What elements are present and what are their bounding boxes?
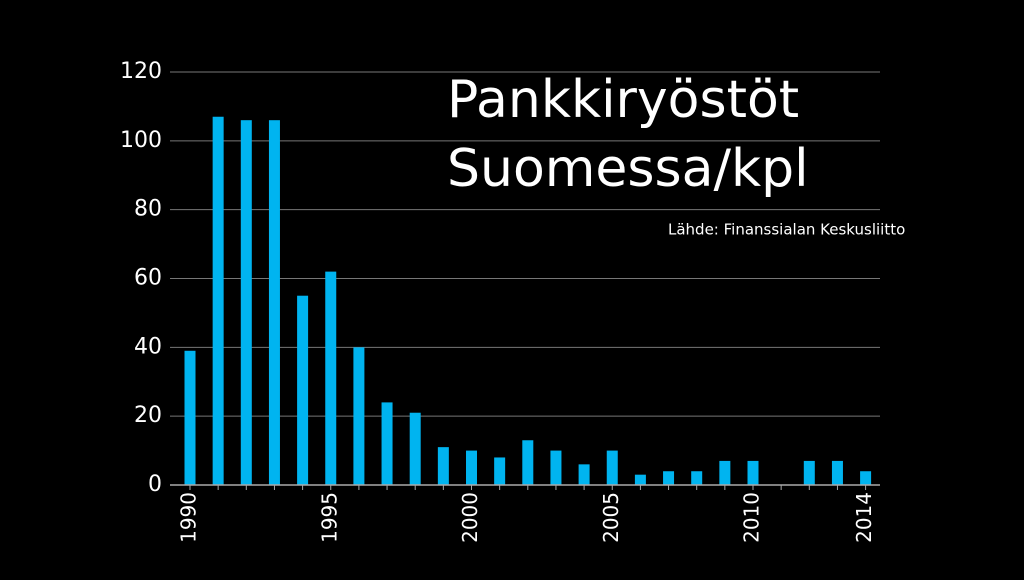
- bar: [325, 271, 337, 485]
- chart-title: Pankkiryöstöt: [447, 70, 799, 130]
- y-tick-label: 120: [120, 59, 162, 84]
- bars: 1990 1995 2000 2005 2010 2014: [177, 116, 876, 543]
- bar: [268, 120, 280, 485]
- bar: [297, 295, 309, 485]
- bar: [184, 350, 196, 485]
- bar: [494, 457, 506, 485]
- y-tick-label: 100: [120, 128, 162, 153]
- bar: [212, 116, 224, 485]
- bar: [381, 402, 393, 485]
- bar: [606, 450, 618, 485]
- y-tick-label: 20: [134, 403, 162, 428]
- x-tick-label: 2000: [458, 492, 482, 543]
- bar: [578, 464, 590, 485]
- bar: [663, 471, 675, 485]
- x-tick-label: 2014: [852, 492, 876, 543]
- bar: [353, 347, 365, 485]
- y-tick-label: 40: [134, 334, 162, 359]
- bar: [860, 471, 872, 485]
- y-tick-label: 80: [134, 197, 162, 222]
- bar: [831, 460, 843, 485]
- y-tick-label: 60: [134, 266, 162, 291]
- bar: [437, 447, 449, 485]
- bar: [240, 120, 252, 485]
- y-tick-label: 0: [148, 472, 162, 497]
- x-tick-label: 2005: [599, 492, 623, 543]
- bar: [634, 474, 646, 485]
- bar: [550, 450, 562, 485]
- bar: [522, 440, 534, 485]
- source: Lähde: Finanssialan Keskusliitto: [668, 221, 905, 239]
- bar: [691, 471, 703, 485]
- chart-title: Suomessa/kpl: [447, 139, 809, 199]
- x-tick-label: 1995: [317, 492, 341, 543]
- bar: [466, 450, 477, 485]
- x-tick-label: 2010: [740, 492, 764, 543]
- bar: [409, 412, 421, 485]
- bar: [747, 460, 759, 485]
- bar: [719, 460, 731, 485]
- x-tick-label: 1990: [177, 492, 201, 543]
- bar: [803, 460, 815, 485]
